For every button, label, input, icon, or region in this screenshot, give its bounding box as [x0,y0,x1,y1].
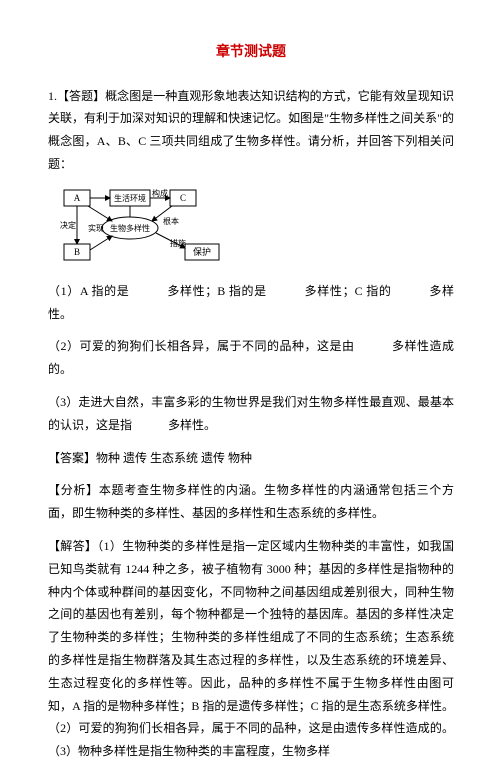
sub-question-2: （2）可爱的狗狗们长相各异，属于不同的品种，这是由 多样性造成的。 [48,335,454,381]
sub-question-1: （1）A 指的是 多样性；B 指的是 多样性；C 指的 多样性。 [48,280,454,326]
solve-label: 【解答】 [48,539,97,553]
center-label: 生物多样性 [110,223,150,233]
analysis-block: 【分析】本题考查生物多样性的内涵。生物多样性的内涵通常包括三个方面，即生物种类的… [48,479,454,525]
edge-jueding: 决定 [60,220,76,230]
edge-cuoshi: 措施 [170,238,186,248]
question-intro: 1.【答题】概念图是一种直观形象地表达知识结构的方式，它能有效呈现知识关联，有利… [48,85,454,176]
page-title: 章节测试题 [48,40,454,67]
protect-label: 保护 [193,246,211,257]
box-c-label: C [180,193,186,203]
sub-question-3: （3）走进大自然，丰富多彩的生物世界是我们对生物多样性最直观、最基本的认识，这是… [48,391,454,437]
box-env-label: 生活环境 [114,193,146,203]
answer-label: 【答案】 [48,451,96,465]
analysis-text: 本题考查生物多样性的内涵。生物多样性的内涵通常包括三个方面，即生物种类的多样性、… [48,483,454,520]
answer-block: 【答案】物种 遗传 生态系统 遗传 物种 [48,447,454,470]
answer-text: 物种 遗传 生态系统 遗传 物种 [96,451,252,465]
box-a-label: A [74,193,81,203]
concept-diagram: A 生活环境 C B 生物多样性 保护 构成 决定 实现 [60,186,454,268]
analysis-label: 【分析】 [48,483,99,497]
box-b-label: B [74,247,80,257]
edge-goucheng: 构成 [152,188,168,198]
edge-genben: 根本 [163,216,179,226]
edge-shixian: 实现 [88,223,104,233]
